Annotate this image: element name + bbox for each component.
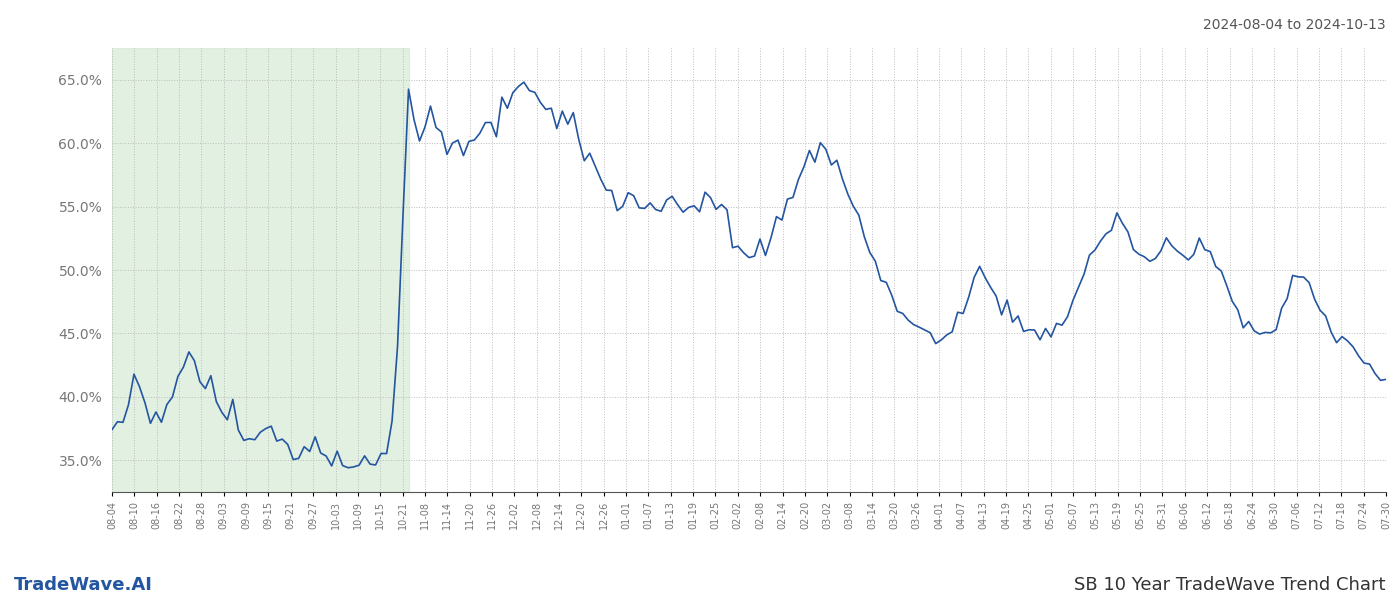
Text: TradeWave.AI: TradeWave.AI	[14, 576, 153, 594]
Bar	[112, 48, 409, 492]
Text: SB 10 Year TradeWave Trend Chart: SB 10 Year TradeWave Trend Chart	[1075, 576, 1386, 594]
Text: 2024-08-04 to 2024-10-13: 2024-08-04 to 2024-10-13	[1204, 18, 1386, 32]
